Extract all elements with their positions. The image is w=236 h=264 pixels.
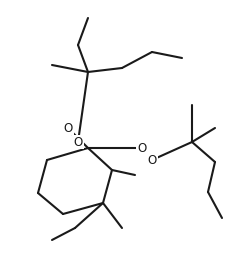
Text: O: O xyxy=(63,121,73,134)
Text: O: O xyxy=(147,153,157,167)
Text: O: O xyxy=(137,142,147,154)
Text: O: O xyxy=(73,135,83,148)
